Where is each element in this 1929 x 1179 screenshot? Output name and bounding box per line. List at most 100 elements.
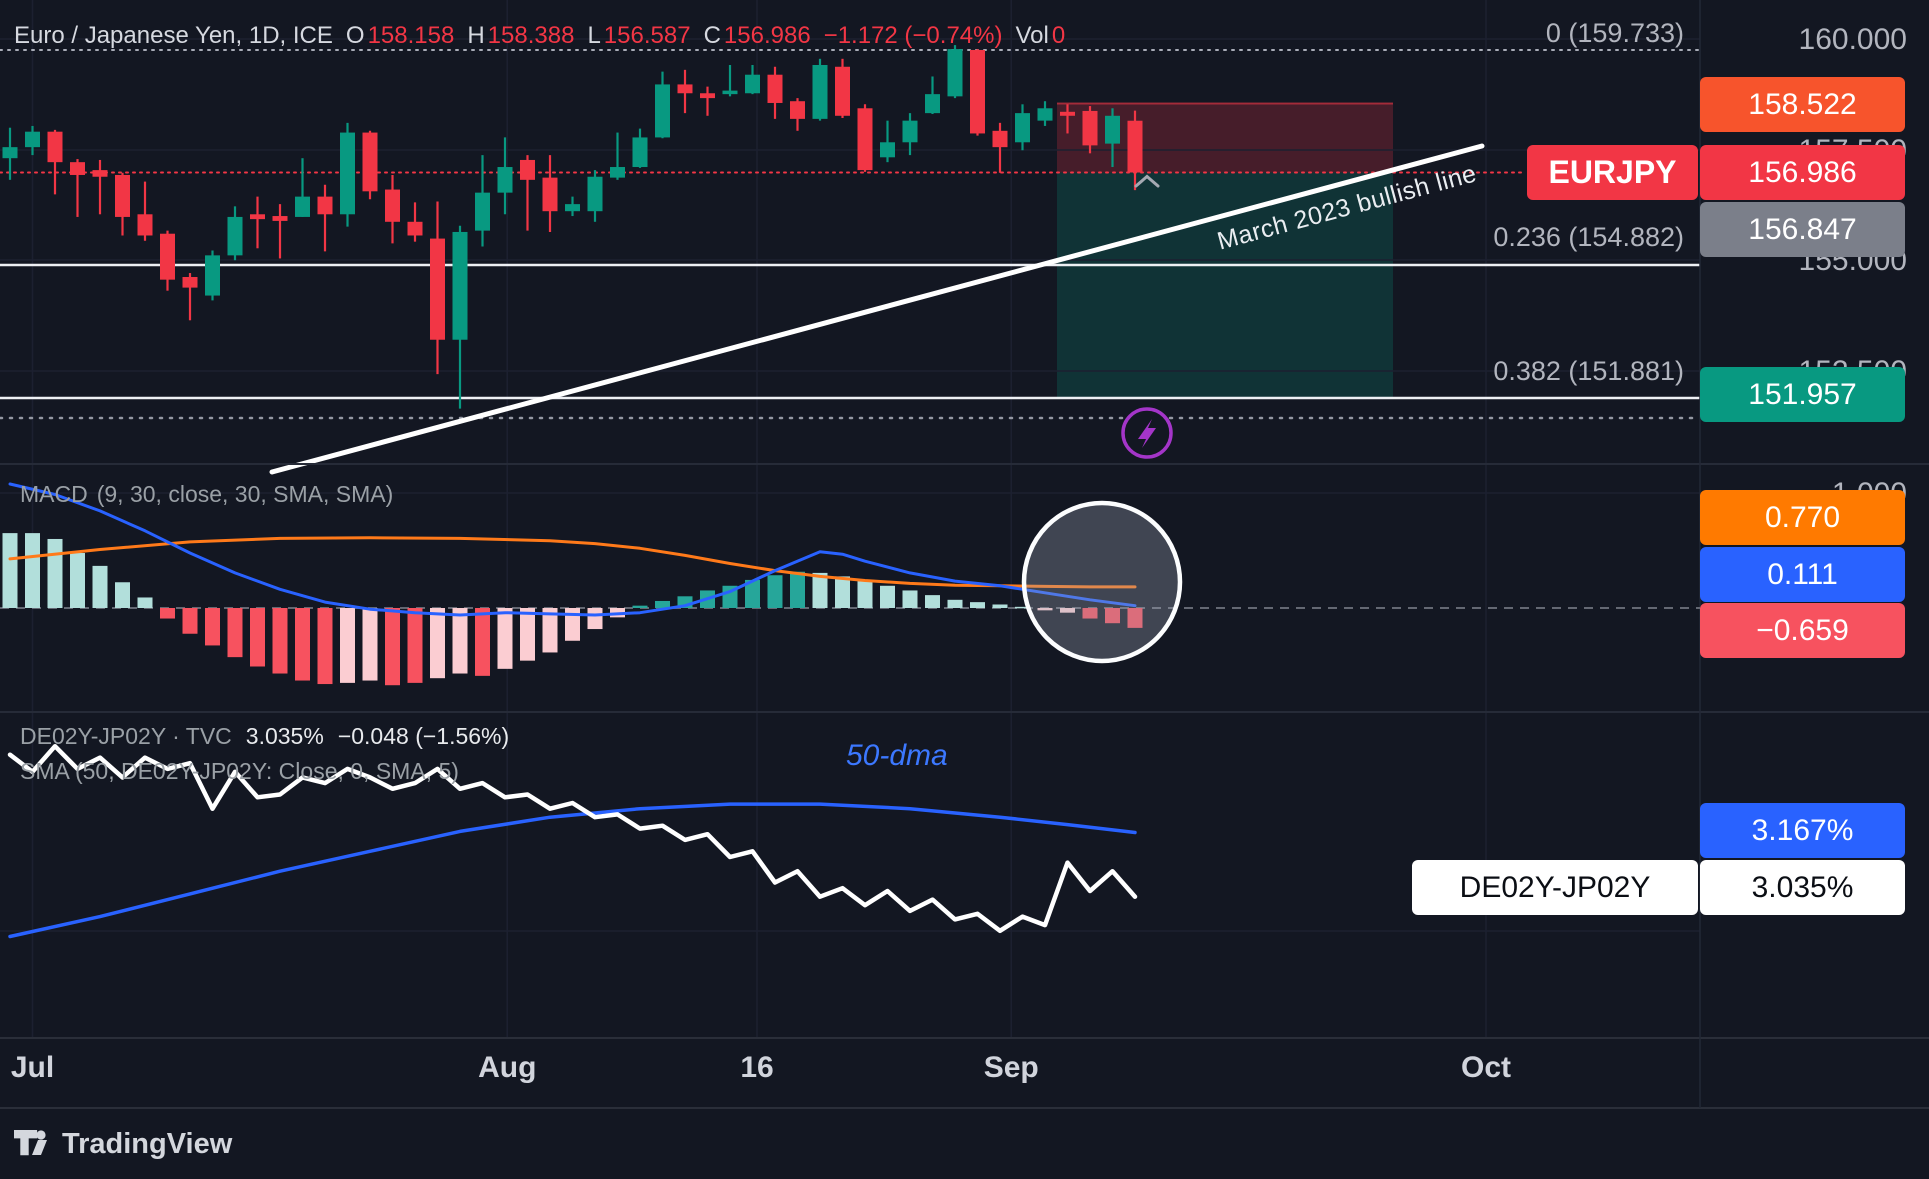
candle[interactable] [902,113,918,156]
macd-histogram-bar [115,582,130,608]
candle[interactable] [1015,104,1030,151]
price-tick-160[interactable]: 160.000 [1798,23,1907,56]
candle[interactable] [1105,108,1120,168]
candle[interactable] [565,196,580,217]
candle[interactable] [475,155,490,247]
candle[interactable] [295,158,310,217]
last-price-badge[interactable]: 156.986 [1700,145,1905,200]
macd-hist-badge[interactable]: 0.770 [1700,490,1905,545]
spread-sma-badge[interactable]: 3.167% [1700,803,1905,858]
spread-pane-title[interactable]: DE02Y-JP02Y · TVC 3.035% −0.048 (−1.56%) [20,723,509,750]
time-label-sep[interactable]: Sep [983,1051,1039,1084]
candle[interactable] [767,66,783,119]
spread-last-badge[interactable]: 3.035% [1700,860,1905,915]
candle[interactable] [970,49,985,136]
countdown-badge[interactable]: 156.847 [1700,202,1905,257]
time-label-jul[interactable]: Jul [10,1051,55,1084]
volume-value: 0 [1051,22,1066,49]
spread-sma-title[interactable]: SMA (50, DE02Y-JP02Y: Close, 0, SMA, 5) [20,758,459,784]
macd-value-badge[interactable]: 0.111 [1700,547,1905,602]
candle[interactable] [272,204,288,259]
candle[interactable] [857,104,873,172]
candle[interactable] [745,64,760,95]
candle[interactable] [317,184,333,252]
macd-histogram-bar [902,590,918,608]
volume-label: Vol [1015,22,1049,49]
candle[interactable] [880,120,895,163]
macd-histogram-bar [1060,608,1075,613]
candle[interactable] [430,201,445,375]
symbol-title[interactable]: Euro / Japanese Yen, 1D, ICE [14,22,333,49]
fib-target-badge[interactable]: 151.957 [1700,367,1905,422]
spread-name-badge[interactable]: DE02Y-JP02Y [1412,860,1698,915]
candle[interactable] [677,69,693,114]
candle[interactable] [182,273,198,321]
candlestick-series[interactable] [2,45,1143,409]
macd-histogram-bar [925,595,940,608]
candle[interactable] [790,98,805,131]
fib-label-0236: 0.236 (154.882) [1493,222,1684,252]
macd-histogram-bar [767,575,783,608]
candle[interactable] [1082,106,1098,154]
candle[interactable] [137,181,153,241]
candle[interactable] [340,122,355,227]
macd-histogram-bar [587,608,603,630]
macd-signal-badge[interactable]: −0.659 [1700,603,1905,658]
candle[interactable] [227,206,243,261]
macd-histogram[interactable] [2,533,1143,686]
time-label-aug[interactable]: Aug [478,1051,537,1084]
sma-annotation-label[interactable]: 50-dma [846,739,948,772]
time-label-16[interactable]: 16 [740,1051,774,1084]
bullish-trendline[interactable] [269,143,1485,475]
candle[interactable] [70,159,85,217]
macd-lines[interactable] [8,482,1137,617]
lightning-idea-icon[interactable] [1121,407,1173,459]
candle[interactable] [992,122,1008,173]
tradingview-logo-icon[interactable] [14,1130,60,1156]
candle[interactable] [655,71,670,139]
symbol-badge[interactable]: EURJPY [1527,145,1698,200]
candle[interactable] [632,128,648,168]
candle[interactable] [520,155,535,231]
price-caret-marker [1134,174,1160,188]
candle[interactable] [160,230,175,291]
macd-histogram-bar [137,597,153,608]
candle[interactable] [542,155,558,232]
macd-histogram-bar [835,576,850,608]
macd-pane-title[interactable]: MACD (9, 30, close, 30, SMA, SMA) [20,481,393,508]
candle[interactable] [47,129,63,195]
time-label-oct[interactable]: Oct [1460,1051,1512,1084]
candle[interactable] [2,127,18,180]
candle[interactable] [947,45,963,99]
candle[interactable] [205,250,220,301]
macd-histogram-bar [992,604,1008,608]
zone-lower-teal[interactable] [1057,172,1393,398]
candle[interactable] [1037,101,1053,126]
candle[interactable] [250,196,265,249]
candle[interactable] [25,125,40,156]
candle[interactable] [722,64,738,97]
tradingview-brand-text[interactable]: TradingView [62,1128,233,1160]
candle[interactable] [362,130,378,200]
candle[interactable] [385,174,400,244]
candle[interactable] [407,202,423,242]
candle[interactable] [452,225,468,409]
candle[interactable] [925,76,940,115]
candle[interactable] [92,159,108,215]
candle[interactable] [700,86,715,116]
candle[interactable] [835,58,850,118]
change-value: −1.172 (−0.74%) [823,22,1003,49]
candle[interactable] [610,132,625,180]
candle[interactable] [587,170,603,222]
highlight-circle-drawing[interactable] [1021,500,1183,664]
ask-price-badge[interactable]: 158.522 [1700,77,1905,132]
candle[interactable] [812,58,828,121]
candle[interactable] [115,172,130,236]
candle[interactable] [1060,104,1075,134]
candle[interactable] [1127,110,1143,191]
spread-pane-lines[interactable] [7,743,1138,939]
candle[interactable] [497,137,513,215]
